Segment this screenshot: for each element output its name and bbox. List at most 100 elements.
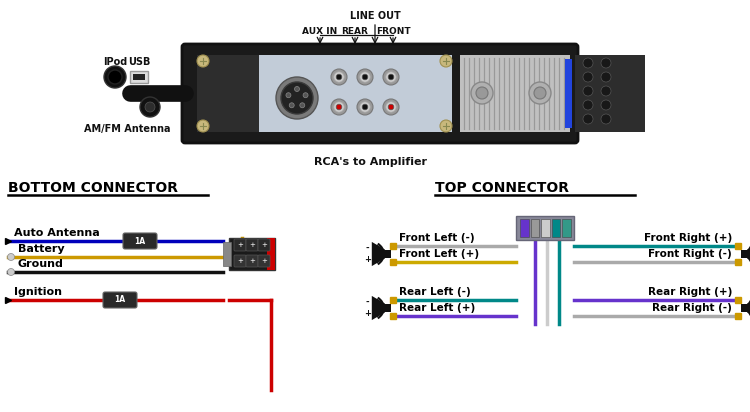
Circle shape: [601, 58, 611, 68]
FancyBboxPatch shape: [530, 219, 539, 237]
Text: Front Right (+): Front Right (+): [644, 233, 732, 243]
FancyBboxPatch shape: [103, 292, 137, 308]
Circle shape: [362, 74, 368, 80]
Text: Battery: Battery: [18, 244, 64, 254]
Circle shape: [360, 102, 370, 112]
Text: LINE OUT: LINE OUT: [350, 11, 400, 21]
Text: BOTTOM CONNECTOR: BOTTOM CONNECTOR: [8, 181, 178, 195]
Circle shape: [300, 103, 304, 108]
Circle shape: [583, 72, 593, 82]
FancyBboxPatch shape: [385, 304, 392, 312]
FancyBboxPatch shape: [385, 250, 392, 258]
Text: REAR: REAR: [341, 26, 368, 35]
Circle shape: [440, 120, 452, 132]
Circle shape: [357, 99, 373, 115]
FancyBboxPatch shape: [229, 238, 275, 270]
Circle shape: [383, 69, 399, 85]
Circle shape: [601, 114, 611, 124]
Text: Ignition: Ignition: [14, 287, 62, 297]
FancyBboxPatch shape: [133, 74, 145, 80]
Circle shape: [336, 104, 342, 110]
Text: +: +: [261, 242, 267, 248]
Circle shape: [360, 72, 370, 82]
Text: +: +: [364, 309, 370, 318]
Text: USB: USB: [128, 57, 150, 67]
Circle shape: [583, 100, 593, 110]
Polygon shape: [372, 242, 385, 266]
Text: Front Right (-): Front Right (-): [648, 249, 732, 259]
Circle shape: [534, 87, 546, 99]
FancyBboxPatch shape: [223, 242, 231, 266]
Text: IPod: IPod: [103, 57, 127, 67]
FancyBboxPatch shape: [258, 239, 270, 251]
Circle shape: [286, 93, 291, 98]
Circle shape: [336, 74, 342, 80]
Text: +: +: [237, 242, 243, 248]
Text: AM/FM Antenna: AM/FM Antenna: [84, 124, 170, 134]
FancyBboxPatch shape: [575, 55, 645, 132]
Text: +: +: [261, 258, 267, 264]
Circle shape: [529, 82, 551, 104]
Text: 1A: 1A: [134, 236, 146, 246]
Circle shape: [276, 77, 318, 119]
FancyBboxPatch shape: [197, 55, 452, 132]
Text: Auto Antenna: Auto Antenna: [14, 228, 100, 238]
Circle shape: [8, 253, 14, 260]
Text: Rear Left (+): Rear Left (+): [399, 303, 476, 313]
Circle shape: [362, 104, 368, 110]
FancyBboxPatch shape: [197, 55, 259, 132]
Circle shape: [331, 99, 347, 115]
Circle shape: [476, 87, 488, 99]
Circle shape: [357, 69, 373, 85]
Circle shape: [331, 69, 347, 85]
Text: AUX IN: AUX IN: [302, 26, 338, 35]
Text: 1A: 1A: [115, 295, 125, 304]
Circle shape: [583, 86, 593, 96]
Circle shape: [471, 82, 493, 104]
Circle shape: [197, 120, 209, 132]
Text: +: +: [249, 242, 255, 248]
FancyBboxPatch shape: [130, 71, 148, 83]
Circle shape: [386, 72, 396, 82]
FancyBboxPatch shape: [562, 219, 571, 237]
Circle shape: [383, 99, 399, 115]
FancyBboxPatch shape: [246, 239, 258, 251]
Text: Ground: Ground: [18, 259, 64, 269]
Circle shape: [104, 66, 126, 88]
FancyBboxPatch shape: [234, 239, 246, 251]
Polygon shape: [747, 242, 750, 266]
FancyBboxPatch shape: [565, 59, 572, 128]
Polygon shape: [372, 296, 385, 320]
Text: Rear Right (+): Rear Right (+): [647, 287, 732, 297]
Circle shape: [583, 58, 593, 68]
FancyBboxPatch shape: [234, 255, 246, 267]
FancyBboxPatch shape: [246, 255, 258, 267]
Circle shape: [601, 72, 611, 82]
Text: Front Left (+): Front Left (+): [399, 249, 479, 259]
Text: +: +: [364, 255, 370, 264]
Text: Rear Right (-): Rear Right (-): [652, 303, 732, 313]
FancyBboxPatch shape: [258, 255, 270, 267]
FancyBboxPatch shape: [516, 216, 574, 240]
Text: -: -: [365, 244, 369, 253]
Circle shape: [601, 100, 611, 110]
Circle shape: [303, 93, 308, 98]
FancyBboxPatch shape: [551, 219, 560, 237]
Text: RCA's to Amplifier: RCA's to Amplifier: [314, 157, 427, 167]
FancyBboxPatch shape: [267, 238, 275, 270]
Circle shape: [583, 114, 593, 124]
Circle shape: [388, 104, 394, 110]
Polygon shape: [747, 296, 750, 320]
Text: Front Left (-): Front Left (-): [399, 233, 475, 243]
Circle shape: [601, 86, 611, 96]
FancyBboxPatch shape: [182, 44, 578, 143]
Text: +: +: [249, 258, 255, 264]
FancyBboxPatch shape: [123, 233, 157, 249]
Text: FRONT: FRONT: [376, 26, 410, 35]
Circle shape: [290, 103, 294, 108]
Circle shape: [197, 55, 209, 67]
Circle shape: [281, 82, 313, 114]
Circle shape: [440, 55, 452, 67]
Circle shape: [140, 97, 160, 117]
Circle shape: [388, 74, 394, 80]
